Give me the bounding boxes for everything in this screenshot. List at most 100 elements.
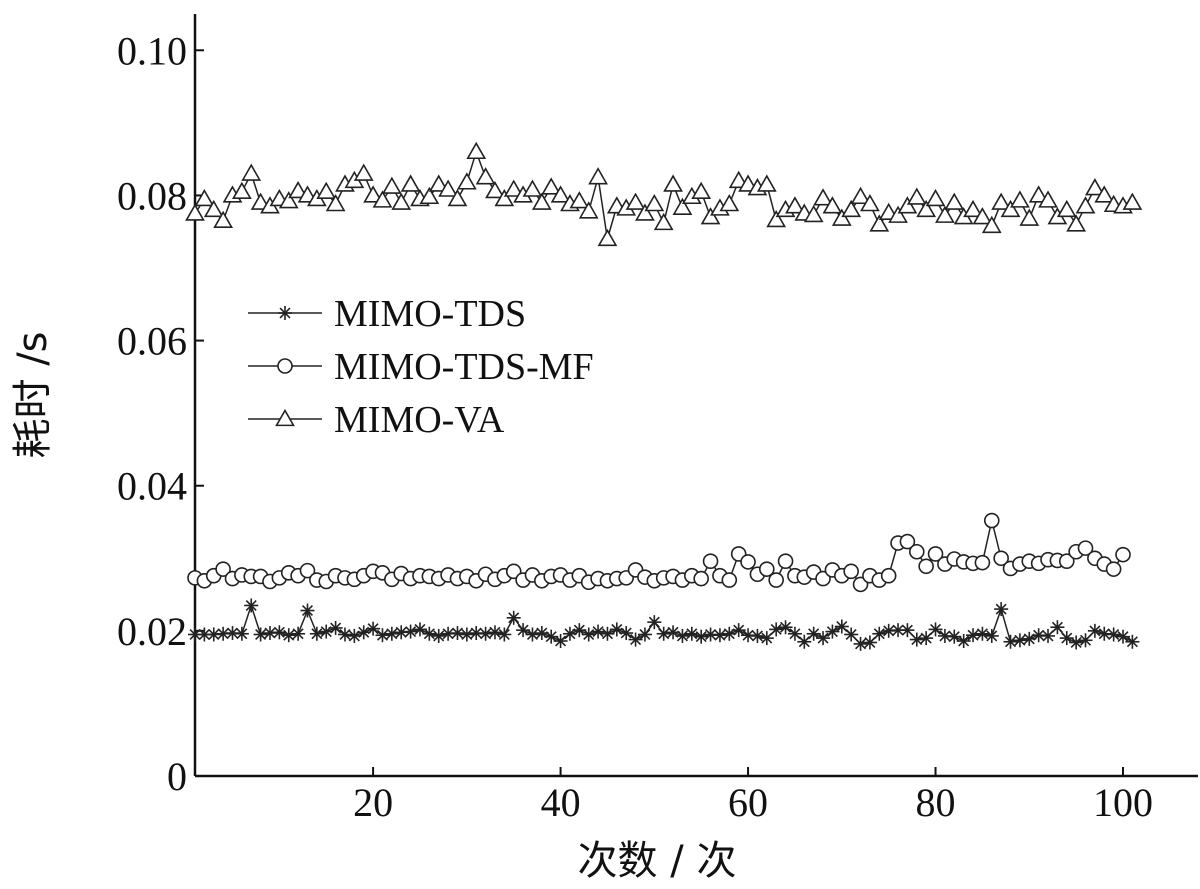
data-point (993, 550, 1009, 567)
x-tick-label: 80 (916, 780, 956, 825)
data-point (647, 615, 662, 630)
data-point (1041, 628, 1056, 643)
data-point (834, 619, 849, 634)
data-point (277, 358, 293, 374)
data-point (506, 610, 521, 625)
legend-label: MIMO-TDS-MF (334, 346, 594, 388)
legend-item: MIMO-TDS-MF (248, 346, 594, 388)
y-tick-label: 0.04 (117, 464, 187, 509)
data-point (750, 628, 765, 643)
data-point (1085, 178, 1105, 196)
data-point (275, 408, 295, 427)
legend: MIMO-TDS MIMO-TDS-MF MIMO-VA (248, 293, 594, 441)
data-point (597, 228, 618, 247)
data-point (850, 186, 871, 205)
data-point (525, 627, 540, 642)
data-point (225, 626, 240, 641)
data-point (381, 176, 402, 194)
data-point (815, 570, 831, 587)
data-point (628, 632, 643, 647)
data-point (569, 191, 590, 209)
data-point (928, 622, 943, 637)
axes (193, 14, 1198, 778)
data-point (635, 203, 655, 221)
data-point (1077, 540, 1094, 556)
data-point (522, 179, 543, 197)
data-point (759, 631, 774, 646)
data-point (241, 163, 262, 181)
y-tick-label: 0.08 (117, 173, 187, 218)
x-tick-label: 20 (353, 780, 393, 825)
data-point (918, 558, 934, 575)
data-point (1115, 546, 1131, 563)
data-point (281, 628, 296, 643)
data-point (872, 626, 887, 641)
data-point (384, 626, 399, 641)
data-point (375, 628, 390, 643)
x-tick-label: 40 (541, 780, 581, 825)
data-point (447, 188, 468, 207)
data-point (1038, 190, 1058, 208)
y-tick-label: 0 (167, 754, 187, 799)
data-point (888, 205, 908, 223)
data-point (766, 209, 787, 228)
data-point (1105, 561, 1122, 577)
data-point (925, 188, 946, 207)
y-tick-label: 0.06 (117, 319, 187, 364)
data-point (391, 192, 412, 210)
x-axis-title: 次数 / 次 (578, 838, 737, 884)
data-point (475, 167, 496, 185)
data-point (403, 624, 418, 639)
data-point (831, 208, 852, 226)
data-point (860, 194, 880, 212)
data-point (797, 634, 812, 649)
data-point (215, 561, 231, 577)
data-point (935, 205, 955, 223)
data-point (1003, 634, 1018, 649)
data-point (691, 181, 712, 199)
data-point (450, 626, 465, 641)
legend-label: MIMO-TDS (334, 293, 526, 335)
data-point (703, 627, 718, 642)
data-point (908, 543, 925, 560)
data-point (1106, 627, 1121, 642)
ticks: 0 0.02 0.04 0.06 0.08 0.10 20 40 60 80 100 (117, 28, 1153, 825)
data-point (1019, 208, 1040, 226)
data-point (299, 562, 316, 579)
legend-item: MIMO-VA (248, 399, 505, 441)
data-point (494, 188, 515, 207)
data-point (956, 634, 971, 649)
data-point (672, 197, 693, 215)
legend-item: MIMO-TDS (248, 293, 526, 335)
data-point (1075, 196, 1096, 214)
data-point (231, 181, 252, 199)
data-point (991, 192, 1012, 210)
data-point (813, 188, 833, 206)
data-point (880, 567, 897, 584)
data-point (759, 561, 775, 577)
data-point (843, 563, 859, 580)
data-point (550, 185, 571, 203)
data-point (816, 631, 831, 646)
data-point (675, 628, 690, 643)
data-point (503, 179, 524, 197)
data-point (909, 632, 924, 647)
data-point (853, 636, 868, 651)
data-point (619, 626, 634, 641)
data-point (963, 199, 983, 218)
data-point (625, 192, 646, 210)
data-point (841, 199, 862, 218)
data-point (438, 179, 458, 197)
data-point (478, 626, 493, 641)
x-tick-label: 60 (728, 780, 768, 825)
data-point (919, 631, 934, 646)
data-point (852, 576, 869, 593)
data-point (740, 554, 756, 570)
data-point (972, 207, 993, 225)
data-point (366, 621, 381, 636)
data-point (1058, 553, 1075, 569)
data-point (325, 194, 346, 212)
data-point (984, 628, 999, 643)
data-point (916, 199, 937, 218)
data-point (1050, 620, 1065, 635)
